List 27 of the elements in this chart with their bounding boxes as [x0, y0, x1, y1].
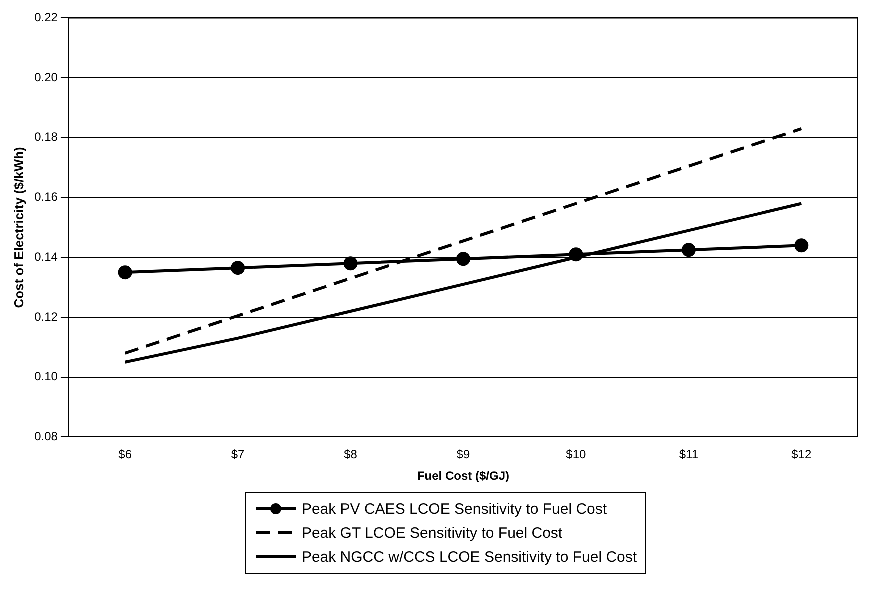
- y-tick-label: 0.14: [34, 250, 58, 264]
- y-tick-label: 0.16: [34, 190, 58, 204]
- x-tick-label: $7: [231, 448, 246, 462]
- legend-label: Peak PV CAES LCOE Sensitivity to Fuel Cost: [302, 500, 608, 518]
- point: [231, 261, 246, 276]
- legend-label: Peak NGCC w/CCS LCOE Sensitivity to Fuel Cost: [302, 548, 638, 566]
- point: [118, 266, 132, 280]
- x-axis-title: Fuel Cost ($/GJ): [417, 469, 510, 484]
- y-tick-label: 0.12: [34, 310, 58, 324]
- point: [682, 243, 696, 258]
- legend-label: Peak GT LCOE Sensitivity to Fuel Cost: [302, 524, 563, 542]
- y-tick-label: 0.18: [34, 130, 58, 144]
- x-tick-label: $6: [118, 448, 132, 462]
- x-tick-label: $8: [344, 448, 358, 462]
- x-tick-label: $9: [456, 448, 470, 462]
- x-tick-label: $10: [566, 448, 587, 462]
- point: [344, 256, 358, 271]
- y-tick-label: 0.08: [34, 430, 58, 444]
- x-tick-label: $12: [792, 448, 812, 462]
- y-tick-label: 0.20: [34, 70, 58, 84]
- point: [794, 238, 809, 253]
- y-tick-label: 0.22: [34, 10, 58, 25]
- point: [569, 248, 584, 262]
- point: [456, 252, 470, 266]
- y-tick-label: 0.10: [34, 370, 58, 384]
- x-tick-label: $11: [679, 448, 699, 462]
- y-axis-title: Cost of Electricity ($/kWh): [11, 147, 26, 308]
